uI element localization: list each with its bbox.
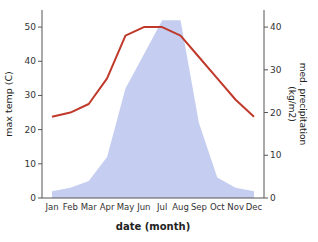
tick-label: Jul — [156, 202, 167, 212]
y2-axis-line — [264, 10, 265, 198]
tick-label: 30 — [270, 65, 282, 75]
tick-label: 20 — [270, 108, 282, 118]
tick-label: Sep — [191, 202, 207, 212]
tick-label: May — [117, 202, 135, 212]
tick-label: Jan — [44, 202, 58, 212]
chart: 0 10 20 30 40 50 0 10 20 30 40 Jan FebMarAprMayJun Ju… — [0, 0, 318, 242]
tick — [38, 198, 42, 199]
tick — [264, 27, 268, 28]
y2-axis-label: med. precipitation(kg/m2) — [287, 63, 308, 145]
tick — [38, 163, 42, 164]
y-axis-label: max temp (C) — [3, 71, 14, 137]
tick-label: Nov — [227, 202, 244, 212]
tick — [264, 69, 268, 70]
tick-label: Oct — [210, 202, 225, 212]
tick-label: 30 — [25, 90, 37, 100]
tick-label: Dec — [246, 202, 263, 212]
tick — [264, 155, 268, 156]
tick-label: 10 — [25, 159, 37, 169]
plot-area — [52, 20, 254, 198]
tick-label: 40 — [25, 56, 37, 66]
tick — [38, 95, 42, 96]
tick-label: 40 — [270, 22, 282, 32]
tick — [38, 27, 42, 28]
tick-label: 0 — [30, 193, 36, 203]
line — [52, 27, 254, 117]
tick-label: Apr — [100, 202, 115, 212]
tick-label: 0 — [270, 193, 276, 203]
tick-label: 20 — [25, 125, 37, 135]
y-axis-line — [42, 10, 43, 198]
tick — [264, 112, 268, 113]
x-axis-line — [42, 198, 264, 199]
tick — [264, 198, 268, 199]
tick-label: Aug — [172, 202, 189, 212]
tick — [38, 61, 42, 62]
tick — [38, 129, 42, 130]
tick-label: Feb — [63, 202, 78, 212]
area — [52, 20, 254, 198]
tick-label: 10 — [270, 150, 282, 160]
x-axis-label: date (month) — [116, 221, 190, 232]
tick-label: Mar — [81, 202, 98, 212]
tick-label: 50 — [25, 22, 37, 32]
tick-label: Jun — [136, 202, 150, 212]
